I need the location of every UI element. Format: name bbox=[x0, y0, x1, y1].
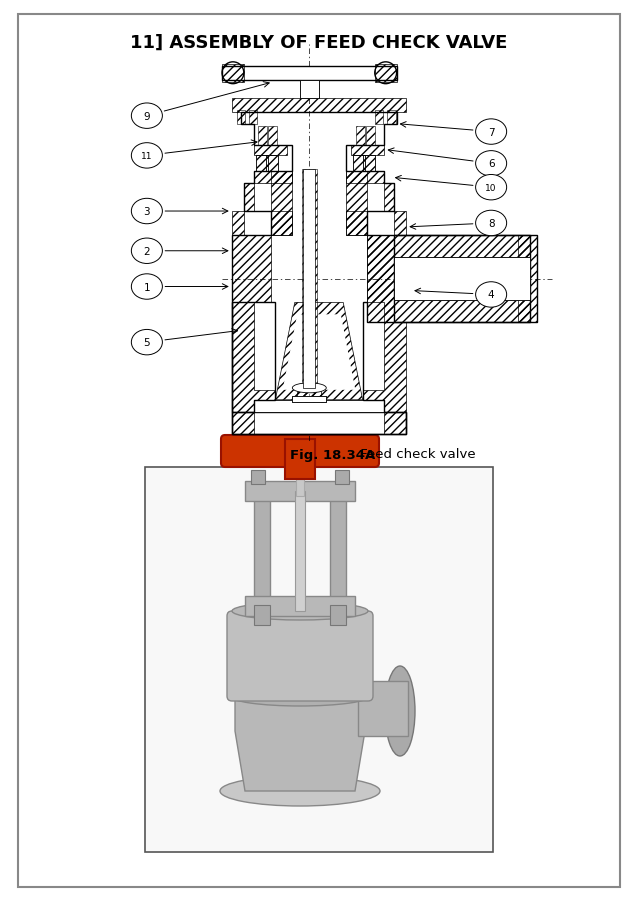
Bar bbox=[362, 156, 375, 172]
Polygon shape bbox=[283, 315, 355, 391]
Bar bbox=[353, 156, 365, 172]
Bar bbox=[362, 156, 375, 172]
Ellipse shape bbox=[292, 383, 326, 393]
Bar bbox=[245, 482, 355, 502]
Text: 3: 3 bbox=[144, 207, 150, 216]
Bar bbox=[222, 67, 397, 81]
Circle shape bbox=[131, 199, 163, 225]
Bar bbox=[265, 156, 278, 172]
Bar bbox=[394, 235, 530, 257]
Circle shape bbox=[475, 211, 507, 236]
Bar bbox=[253, 172, 292, 184]
Text: 11: 11 bbox=[141, 152, 152, 161]
Bar bbox=[258, 126, 267, 146]
Bar bbox=[295, 492, 305, 612]
Bar bbox=[300, 81, 319, 98]
Bar bbox=[375, 65, 397, 83]
Text: 10: 10 bbox=[486, 183, 497, 192]
Bar bbox=[254, 605, 270, 625]
Bar bbox=[357, 126, 365, 146]
Bar bbox=[232, 412, 406, 434]
Bar bbox=[375, 111, 383, 124]
Bar bbox=[518, 235, 537, 323]
Text: 1: 1 bbox=[144, 282, 150, 292]
Bar bbox=[385, 412, 406, 434]
Bar bbox=[249, 111, 257, 124]
Text: 2: 2 bbox=[144, 246, 150, 256]
Bar bbox=[387, 111, 396, 124]
Circle shape bbox=[475, 175, 507, 200]
Text: 8: 8 bbox=[488, 218, 494, 229]
Bar bbox=[297, 389, 322, 400]
Bar bbox=[256, 156, 268, 172]
Circle shape bbox=[475, 120, 507, 145]
FancyBboxPatch shape bbox=[227, 612, 373, 701]
Bar bbox=[256, 156, 268, 172]
Circle shape bbox=[131, 104, 163, 129]
Bar bbox=[335, 471, 349, 484]
Bar bbox=[350, 146, 385, 156]
Ellipse shape bbox=[232, 603, 368, 621]
Circle shape bbox=[475, 152, 507, 177]
Text: 6: 6 bbox=[488, 159, 494, 170]
Circle shape bbox=[131, 239, 163, 264]
Bar bbox=[251, 471, 265, 484]
Ellipse shape bbox=[220, 776, 380, 806]
Ellipse shape bbox=[230, 686, 370, 706]
Bar bbox=[366, 126, 375, 146]
Polygon shape bbox=[235, 696, 365, 791]
Bar bbox=[358, 681, 408, 736]
Bar bbox=[265, 156, 278, 172]
Bar bbox=[296, 452, 304, 496]
Bar bbox=[292, 396, 326, 402]
FancyBboxPatch shape bbox=[221, 436, 379, 467]
Bar bbox=[146, 468, 492, 851]
Bar bbox=[330, 496, 346, 612]
Bar bbox=[346, 172, 367, 235]
Circle shape bbox=[131, 330, 163, 355]
Bar bbox=[222, 67, 397, 81]
Bar bbox=[394, 301, 530, 323]
Bar bbox=[346, 172, 385, 184]
Bar bbox=[304, 170, 315, 389]
Bar bbox=[254, 496, 270, 612]
Bar bbox=[271, 172, 292, 235]
Bar bbox=[285, 439, 315, 480]
Bar bbox=[353, 156, 365, 172]
Ellipse shape bbox=[385, 667, 415, 756]
Bar bbox=[292, 396, 326, 402]
Bar bbox=[300, 81, 319, 98]
Text: 5: 5 bbox=[144, 337, 150, 348]
Bar bbox=[232, 412, 253, 434]
Bar bbox=[330, 605, 346, 625]
Circle shape bbox=[131, 274, 163, 299]
Bar bbox=[253, 146, 288, 156]
Text: Fig. 18.34A: Fig. 18.34A bbox=[290, 448, 375, 461]
Circle shape bbox=[475, 282, 507, 308]
Bar bbox=[394, 257, 530, 301]
Text: 4: 4 bbox=[488, 290, 494, 300]
Bar bbox=[232, 98, 406, 113]
Text: 9: 9 bbox=[144, 112, 150, 122]
Bar bbox=[237, 111, 245, 124]
Bar bbox=[268, 126, 277, 146]
Bar bbox=[222, 65, 244, 83]
Bar bbox=[245, 596, 355, 616]
Circle shape bbox=[131, 143, 163, 169]
Bar bbox=[394, 235, 530, 323]
Bar bbox=[145, 467, 493, 852]
Text: Feed check valve: Feed check valve bbox=[356, 448, 475, 461]
Bar bbox=[253, 400, 385, 412]
Text: 7: 7 bbox=[488, 127, 494, 137]
Bar bbox=[302, 170, 316, 389]
Text: 11] ASSEMBLY OF FEED CHECK VALVE: 11] ASSEMBLY OF FEED CHECK VALVE bbox=[130, 34, 508, 52]
